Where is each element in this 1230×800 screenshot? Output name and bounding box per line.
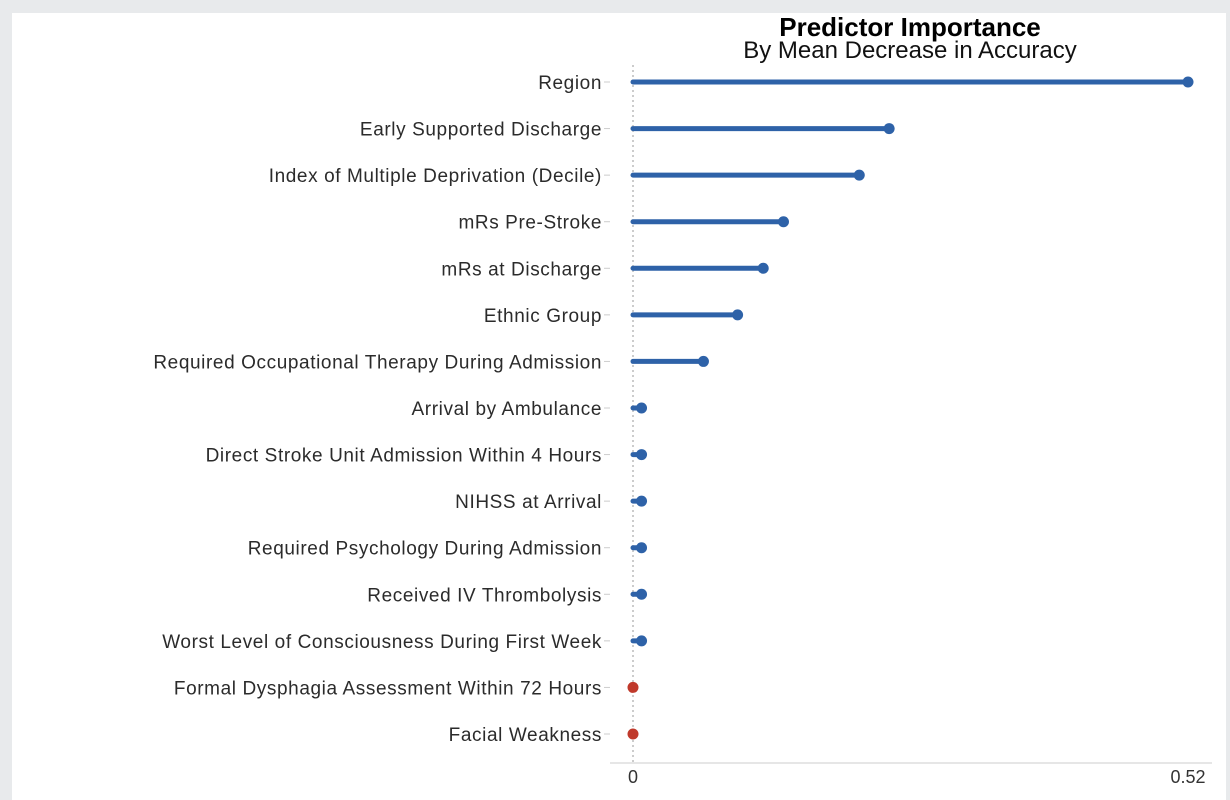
lollipop-point — [627, 728, 639, 740]
lollipop-point — [757, 262, 769, 274]
lollipop-point — [636, 635, 648, 647]
category-label: Ethnic Group — [484, 306, 602, 327]
category-label: Received IV Thrombolysis — [367, 585, 602, 606]
category-label: mRs Pre-Stroke — [458, 213, 602, 234]
category-label: Facial Weakness — [449, 725, 602, 746]
lollipop-point — [1182, 76, 1194, 88]
lollipop-point — [636, 495, 648, 507]
lollipop-point — [636, 449, 648, 461]
predictor-importance-chart: Predictor Importance By Mean Decrease in… — [153, 13, 1212, 787]
lollipop-point — [636, 542, 648, 554]
lollipop-point — [697, 355, 709, 367]
category-label: Worst Level of Consciousness During Firs… — [162, 632, 602, 653]
chart-title: Predictor Importance — [779, 13, 1041, 42]
chart-marks: 0 0.52 Region Early Supported Discharge Inde… — [153, 65, 1212, 787]
category-label: Direct Stroke Unit Admission Within 4 Ho… — [206, 446, 602, 467]
category-label: NIHSS at Arrival — [455, 492, 602, 513]
category-label: Arrival by Ambulance — [412, 399, 602, 420]
x-tick-label: 0.52 — [1170, 767, 1205, 787]
lollipop-point — [777, 216, 789, 228]
lollipop-point — [636, 402, 648, 414]
category-label: Required Psychology During Admission — [248, 539, 602, 560]
category-label: Index of Multiple Deprivation (Decile) — [269, 166, 602, 187]
category-label: Early Supported Discharge — [360, 120, 602, 141]
lollipop-point — [636, 588, 648, 600]
x-tick-label: 0 — [628, 767, 638, 787]
lollipop-point — [853, 169, 865, 181]
category-label: Region — [538, 73, 602, 94]
lollipop-point — [627, 681, 639, 693]
lollipop-point — [732, 309, 744, 321]
category-label: Formal Dysphagia Assessment Within 72 Ho… — [174, 678, 602, 699]
lollipop-point — [883, 123, 895, 135]
category-label: mRs at Discharge — [441, 259, 602, 280]
chart-panel: Predictor Importance By Mean Decrease in… — [12, 13, 1226, 800]
category-label: Required Occupational Therapy During Adm… — [153, 352, 602, 373]
chart-subtitle: By Mean Decrease in Accuracy — [743, 37, 1076, 64]
